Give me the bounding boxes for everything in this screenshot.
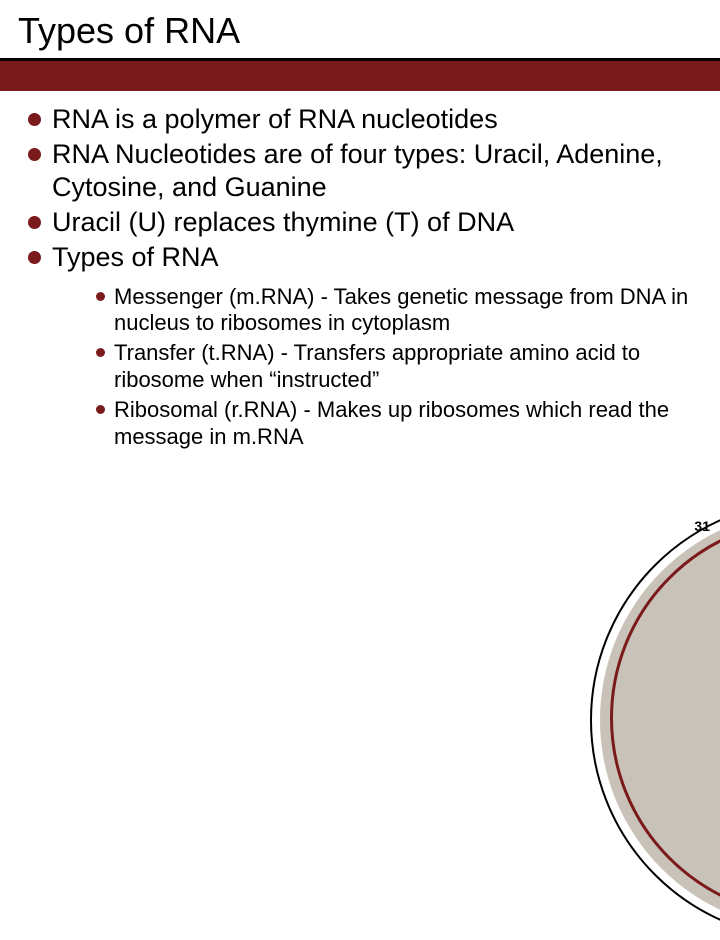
bullet-item: Uracil (U) replaces thymine (T) of DNA [28,206,692,239]
header-band [0,61,720,91]
sub-bullet-list: Messenger (m.RNA) - Takes genetic messag… [96,284,692,450]
bullet-item: Types of RNA Messenger (m.RNA) - Takes g… [28,241,692,450]
sub-bullet-item: Ribosomal (r.RNA) - Makes up ribosomes w… [96,397,692,450]
bullet-text: Types of RNA [52,242,219,272]
slide-header: Types of RNA [0,0,720,91]
sub-bullet-item: Transfer (t.RNA) - Transfers appropriate… [96,340,692,393]
page-number: 31 [694,518,710,534]
bullet-item: RNA is a polymer of RNA nucleotides [28,103,692,136]
sub-bullet-item: Messenger (m.RNA) - Takes genetic messag… [96,284,692,337]
bullet-item: RNA Nucleotides are of four types: Uraci… [28,138,692,204]
slide-content: RNA is a polymer of RNA nucleotides RNA … [0,91,720,450]
slide-title: Types of RNA [0,10,720,58]
main-bullet-list: RNA is a polymer of RNA nucleotides RNA … [28,103,692,450]
